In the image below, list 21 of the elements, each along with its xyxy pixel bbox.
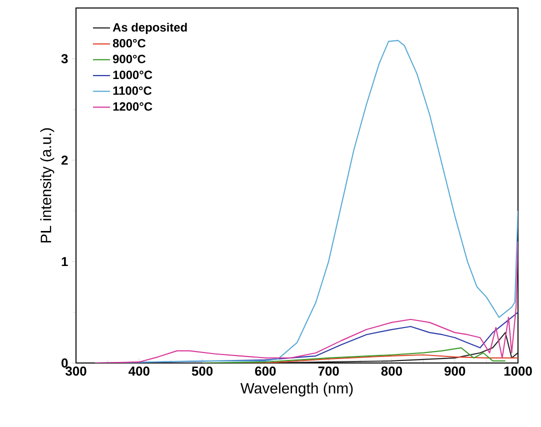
legend-label: 1200°C <box>113 102 152 111</box>
legend-label: As deposited <box>112 22 187 34</box>
legend-label: 900°C <box>112 54 146 64</box>
x-tick-label: 700 <box>318 366 339 376</box>
x-axis-title: Wavelength (nm) <box>240 382 353 396</box>
y-tick-label: 3 <box>61 54 68 64</box>
x-tick-label: 500 <box>192 366 213 376</box>
legend-label: 1000°C <box>113 70 152 80</box>
x-tick-label: 800 <box>381 366 402 376</box>
x-tick-label: 400 <box>128 366 150 376</box>
line-series <box>202 347 506 363</box>
legend-label: 800°C <box>112 38 146 48</box>
y-tick-label: 1 <box>62 257 68 266</box>
x-tick-label: 300 <box>65 366 86 376</box>
y-tick-label: 0 <box>62 358 68 368</box>
x-tick-label: 600 <box>255 366 276 376</box>
y-axis-title: PL intensity (a.u.) <box>40 128 54 242</box>
x-tick-label: 900 <box>444 366 466 376</box>
x-tick-label: 1000 <box>504 366 532 376</box>
legend-label: 1100°C <box>113 86 152 95</box>
y-tick-label: 2 <box>61 156 68 165</box>
